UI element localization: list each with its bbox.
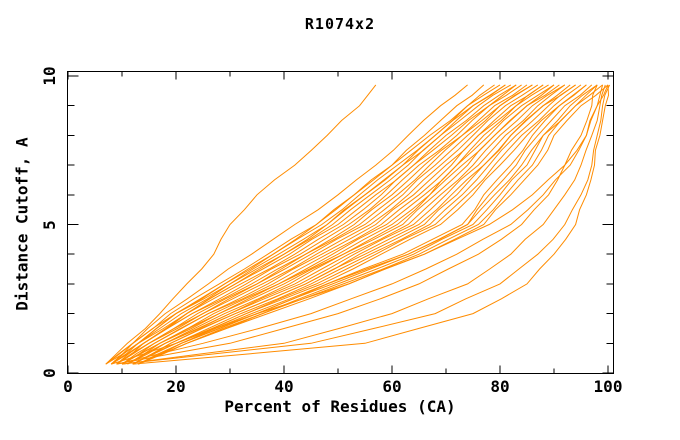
y-tick-label: 10 bbox=[40, 66, 59, 86]
y-tick-label: 0 bbox=[40, 368, 59, 378]
chart-title: R1074x2 bbox=[304, 15, 376, 33]
y-tick-label: 5 bbox=[40, 219, 59, 230]
x-tick-label: 100 bbox=[593, 377, 623, 396]
x-tick-label: 80 bbox=[490, 377, 510, 396]
x-axis-title: Percent of Residues (CA) bbox=[224, 397, 456, 416]
x-tick-label: 40 bbox=[274, 377, 294, 396]
x-tick-label: 20 bbox=[166, 377, 186, 396]
x-tick-label: 0 bbox=[63, 377, 73, 396]
x-tick-label: 60 bbox=[382, 377, 402, 396]
